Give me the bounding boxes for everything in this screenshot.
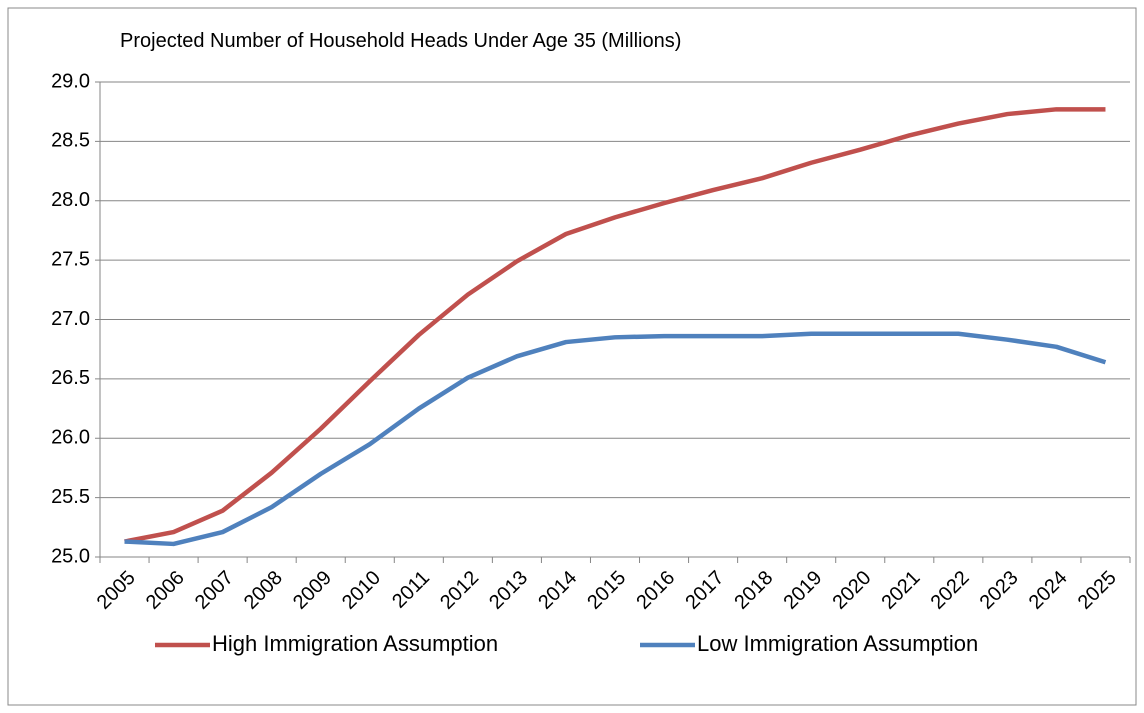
y-tick-label: 27.0	[51, 308, 90, 330]
y-tick-label: 27.5	[51, 248, 90, 270]
series-line	[124, 107, 1106, 544]
y-tick-label: 29.0	[51, 70, 90, 92]
y-tick-label: 26.5	[51, 367, 90, 389]
y-tick-label: 26.0	[51, 427, 90, 449]
chart-title: Projected Number of Household Heads Unde…	[120, 30, 681, 52]
legend-label: High Immigration Assumption	[212, 631, 498, 656]
chart-border	[7, 7, 1137, 706]
y-tick-label: 28.5	[51, 130, 90, 152]
y-tick-label: 25.5	[51, 486, 90, 508]
y-tick-label: 25.0	[51, 545, 90, 567]
series-line	[124, 331, 1107, 547]
legend-label: Low Immigration Assumption	[697, 631, 978, 656]
y-tick-label: 28.0	[51, 189, 90, 211]
